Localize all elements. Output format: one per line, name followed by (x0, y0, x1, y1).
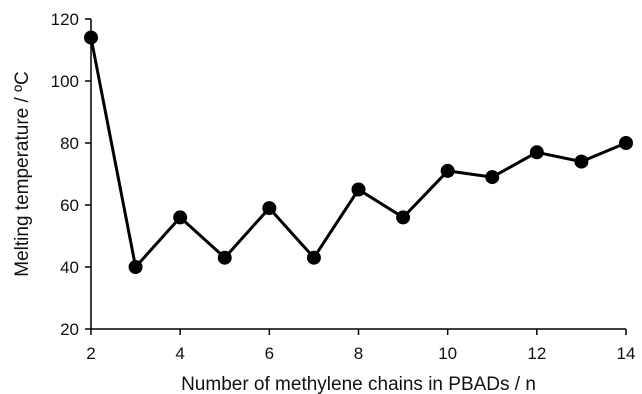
series-line (89, 37, 627, 269)
data-point (619, 136, 633, 150)
y-tick-label: 80 (60, 134, 79, 153)
x-axis-title: Number of methylene chains in PBADs / n (181, 374, 536, 394)
data-point (128, 260, 143, 274)
data-point (574, 154, 589, 169)
x-tick-label: 4 (175, 344, 184, 363)
axes (90, 19, 626, 330)
y-tick-label: 20 (60, 320, 79, 339)
x-tick-label: 2 (86, 344, 95, 363)
x-tick-label: 10 (438, 344, 457, 363)
x-tick-label: 8 (354, 344, 363, 363)
series-layer (84, 30, 633, 274)
x-ticks: 2 4 6 8 10 12 14 (86, 329, 635, 363)
data-point (529, 145, 544, 160)
y-tick-label: 60 (60, 196, 79, 215)
y-tick-label: 120 (51, 10, 79, 29)
data-point (351, 182, 366, 197)
x-tick-label: 14 (617, 344, 636, 363)
data-point (396, 210, 411, 225)
x-tick-label: 12 (527, 344, 546, 363)
data-point (217, 250, 232, 265)
data-point (173, 210, 188, 225)
data-point (84, 30, 98, 45)
data-point (262, 201, 277, 216)
y-tick-label: 40 (60, 258, 79, 277)
data-point (440, 163, 455, 178)
y-ticks: 20 40 60 80 100 120 (51, 10, 91, 339)
x-tick-label: 6 (265, 344, 274, 363)
y-axis-title: Melting temperature / ºC (12, 71, 33, 276)
data-point (485, 170, 500, 185)
data-point (306, 250, 321, 265)
y-tick-label: 100 (51, 72, 79, 91)
